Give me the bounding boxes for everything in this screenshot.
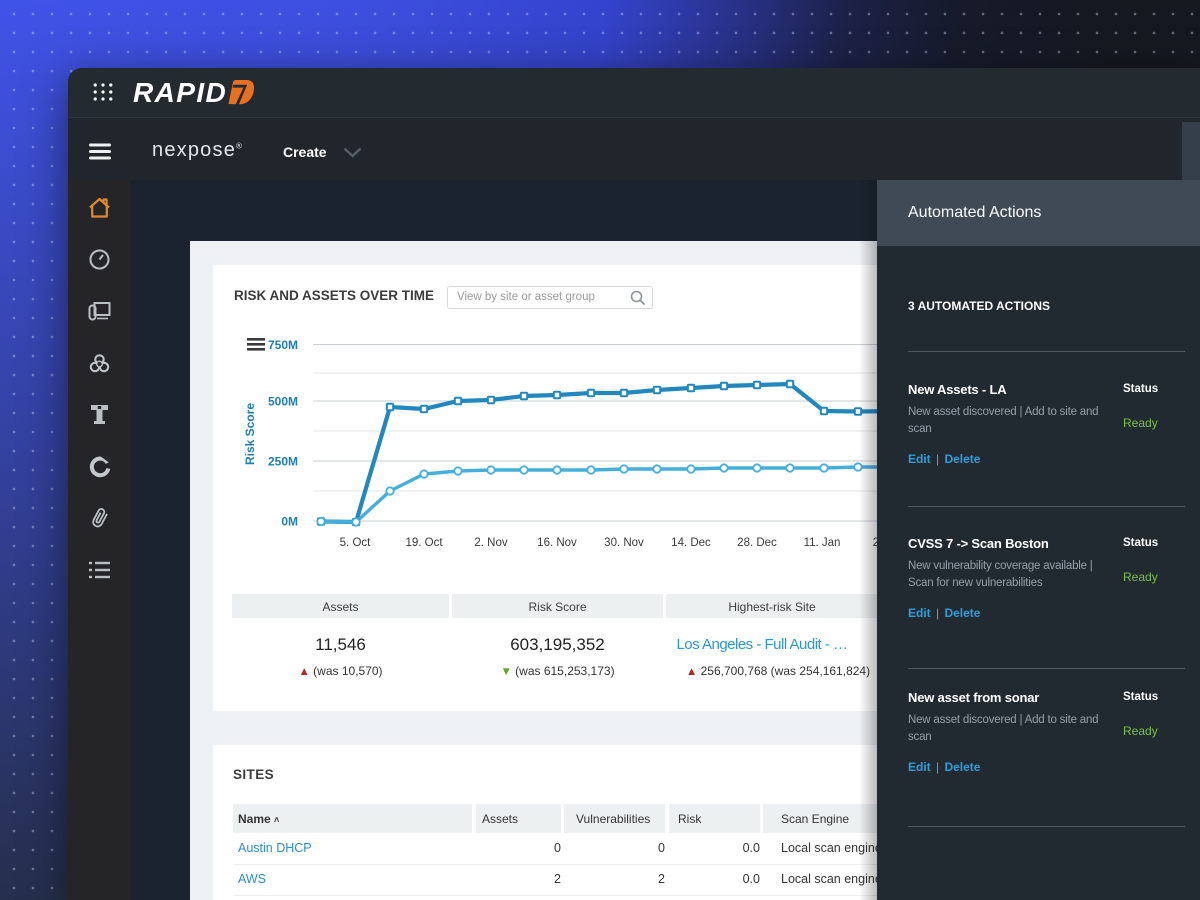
- svg-text:14. Dec: 14. Dec: [671, 537, 711, 549]
- svg-text:250M: 250M: [268, 455, 298, 469]
- svg-text:16. Nov: 16. Nov: [537, 537, 577, 549]
- svg-text:30. Nov: 30. Nov: [604, 537, 644, 549]
- svg-text:500M: 500M: [268, 395, 298, 409]
- svg-text:28. Dec: 28. Dec: [737, 537, 777, 549]
- svg-text:0M: 0M: [281, 515, 298, 529]
- svg-text:19. Oct: 19. Oct: [405, 537, 443, 549]
- svg-text:11. Jan: 11. Jan: [804, 537, 841, 549]
- svg-text:5. Oct: 5. Oct: [340, 537, 371, 549]
- svg-text:2. Nov: 2. Nov: [474, 537, 507, 549]
- svg-text:2: 2: [873, 537, 879, 549]
- svg-text:750M: 750M: [268, 338, 298, 352]
- svg-text:Risk Score: Risk Score: [243, 403, 257, 465]
